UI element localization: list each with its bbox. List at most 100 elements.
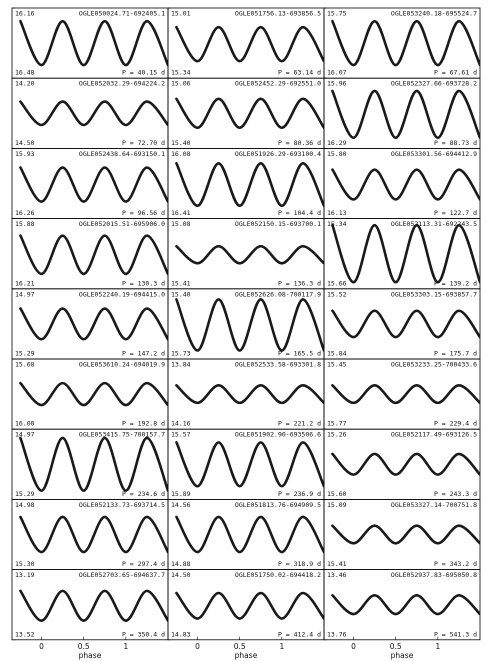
y-tick-label: 15.52 — [327, 290, 347, 298]
star-name: OGLE052150.15-693700.1 — [235, 220, 321, 228]
x-tick-label: 1 — [435, 642, 440, 651]
panel: 15.34 15.66 OGLE052113.31-692243.5 P = 139.… — [323, 218, 481, 290]
star-name: OGLE053240.18-695524.7 — [391, 10, 477, 18]
star-name: OGLE052327.66-693728.2 — [391, 80, 477, 88]
star-name: OGLE053610.24-694019.9 — [79, 361, 165, 369]
panel-frame — [11, 498, 169, 570]
light-curve — [331, 89, 480, 140]
y-tick-label: 14.97 — [15, 431, 35, 439]
light-curve — [175, 441, 324, 488]
y-tick-label: 16.08 — [171, 150, 191, 158]
period-label: P = 221.2 d — [278, 420, 321, 428]
panel: 15.08 15.41 OGLE052150.15-693700.1 P = 136.… — [167, 218, 325, 290]
light-curve — [19, 19, 168, 67]
panel-frame — [11, 7, 169, 79]
panel-frame — [323, 7, 481, 79]
y-tick-label: 15.80 — [327, 150, 347, 158]
panel-frame — [167, 218, 325, 290]
panel-frame — [323, 498, 481, 570]
light-curve — [19, 515, 168, 554]
period-label: P = 243.3 d — [434, 490, 477, 498]
panel-frame — [167, 7, 325, 79]
star-name: OGLE053233.25-700433.6 — [391, 361, 477, 369]
period-label: P = 343.2 d — [434, 560, 477, 568]
panel-frame — [167, 358, 325, 430]
star-name: OGLE053415.75-700157.7 — [79, 431, 165, 439]
light-curve — [175, 25, 324, 63]
panel-frame — [11, 288, 169, 360]
x-axis-label: phase — [235, 651, 258, 660]
y-tick-label: 15.29 — [15, 350, 35, 358]
panel: 15.45 15.77 OGLE053233.25-700433.6 P = 229.… — [323, 358, 481, 430]
period-label: P = 541.3 d — [434, 630, 477, 638]
panel: 13.19 13.52 OGLE052703.65-694637.7 P = 350.… — [11, 569, 169, 660]
x-tick-label: 1 — [279, 642, 284, 651]
y-tick-label: 13.19 — [15, 571, 35, 579]
panel: 15.93 16.26 OGLE052438.64-693150.1 P = 96.5… — [11, 147, 169, 219]
y-tick-label: 16.16 — [15, 10, 35, 18]
panel-frame — [11, 77, 169, 149]
star-name: OGLE052133.73-693714.5 — [79, 501, 165, 509]
period-label: P = 297.4 d — [122, 560, 165, 568]
period-label: P = 67.61 d — [434, 69, 477, 77]
panel: 15.52 15.84 OGLE053303.15-693857.7 P = 175.… — [323, 288, 481, 360]
panel: 14.97 15.29 OGLE052240.19-694415.0 P = 147.… — [11, 288, 169, 360]
star-name: OGLE052438.64-693150.1 — [79, 150, 165, 158]
y-tick-label: 15.73 — [171, 350, 191, 358]
y-tick-label: 14.16 — [171, 420, 191, 428]
x-tick-label: 0.5 — [234, 642, 246, 651]
star-name: OGLE052032.29-694224.2 — [79, 80, 165, 88]
panel-frame — [323, 569, 481, 641]
star-name: OGLE052533.58-693301.8 — [235, 361, 321, 369]
panel: 15.26 15.60 OGLE052117.49-693126.5 P = 243.… — [323, 428, 481, 500]
period-label: P = 88.73 d — [434, 139, 477, 147]
star-name: OGLE052015.51-695906.0 — [79, 220, 165, 228]
y-tick-label: 15.57 — [171, 431, 191, 439]
panel-frame — [11, 147, 169, 219]
y-tick-label: 15.09 — [327, 501, 347, 509]
y-tick-label: 15.40 — [171, 139, 191, 147]
panel-frame — [323, 428, 481, 500]
panel: 15.68 16.00 OGLE053610.24-694019.9 P = 192.… — [11, 358, 169, 430]
y-tick-label: 15.68 — [15, 361, 35, 369]
panel-frame — [167, 498, 325, 570]
panel: 16.16 16.48 OGLE050024.71-692405.1 P = 40.1… — [11, 7, 169, 79]
period-label: P = 130.3 d — [122, 279, 165, 287]
y-tick-label: 15.34 — [171, 69, 191, 77]
y-tick-label: 14.97 — [15, 290, 35, 298]
period-label: P = 234.6 d — [122, 490, 165, 498]
star-name: OGLE053301.56-694412.9 — [391, 150, 477, 158]
x-tick-label: 1 — [123, 642, 128, 651]
panel: 15.40 15.73 OGLE052626.08-700117.9 P = 165.… — [167, 288, 325, 360]
x-tick-label: 0 — [195, 642, 200, 651]
y-tick-label: 15.88 — [15, 220, 35, 228]
y-tick-label: 16.41 — [171, 209, 191, 217]
period-label: P = 350.4 d — [122, 630, 165, 638]
period-label: P = 63.14 d — [278, 69, 321, 77]
panel-frame — [11, 569, 169, 641]
panel-frame — [323, 358, 481, 430]
y-tick-label: 16.48 — [15, 69, 35, 77]
period-label: P = 80.36 d — [278, 139, 321, 147]
light-curve — [175, 161, 324, 208]
panel: 15.06 15.40 OGLE052452.29-692551.0 P = 80.3… — [167, 77, 325, 149]
y-tick-label: 15.45 — [327, 361, 347, 369]
panel-frame — [11, 358, 169, 430]
period-label: P = 318.9 d — [278, 560, 321, 568]
y-tick-label: 13.84 — [171, 361, 191, 369]
period-label: P = 229.4 d — [434, 420, 477, 428]
star-name: OGLE051902.90-693506.6 — [235, 431, 321, 439]
panel: 14.98 15.30 OGLE052133.73-693714.5 P = 297.… — [11, 498, 169, 570]
y-tick-label: 14.83 — [171, 630, 191, 638]
panel: 14.56 14.88 OGLE051813.76-694909.5 P = 318.… — [167, 498, 325, 570]
panel: 14.50 14.83 OGLE051750.02-694418.2 P = 412.… — [167, 569, 325, 660]
y-tick-label: 15.93 — [15, 150, 35, 158]
y-tick-label: 15.60 — [327, 490, 347, 498]
y-tick-label: 15.26 — [327, 431, 347, 439]
x-tick-label: 0.5 — [78, 642, 90, 651]
x-axis-label: phase — [391, 651, 414, 660]
y-tick-label: 14.56 — [171, 501, 191, 509]
y-tick-label: 16.29 — [327, 139, 347, 147]
x-tick-label: 0.5 — [390, 642, 402, 651]
star-name: OGLE050024.71-692405.1 — [79, 10, 165, 18]
